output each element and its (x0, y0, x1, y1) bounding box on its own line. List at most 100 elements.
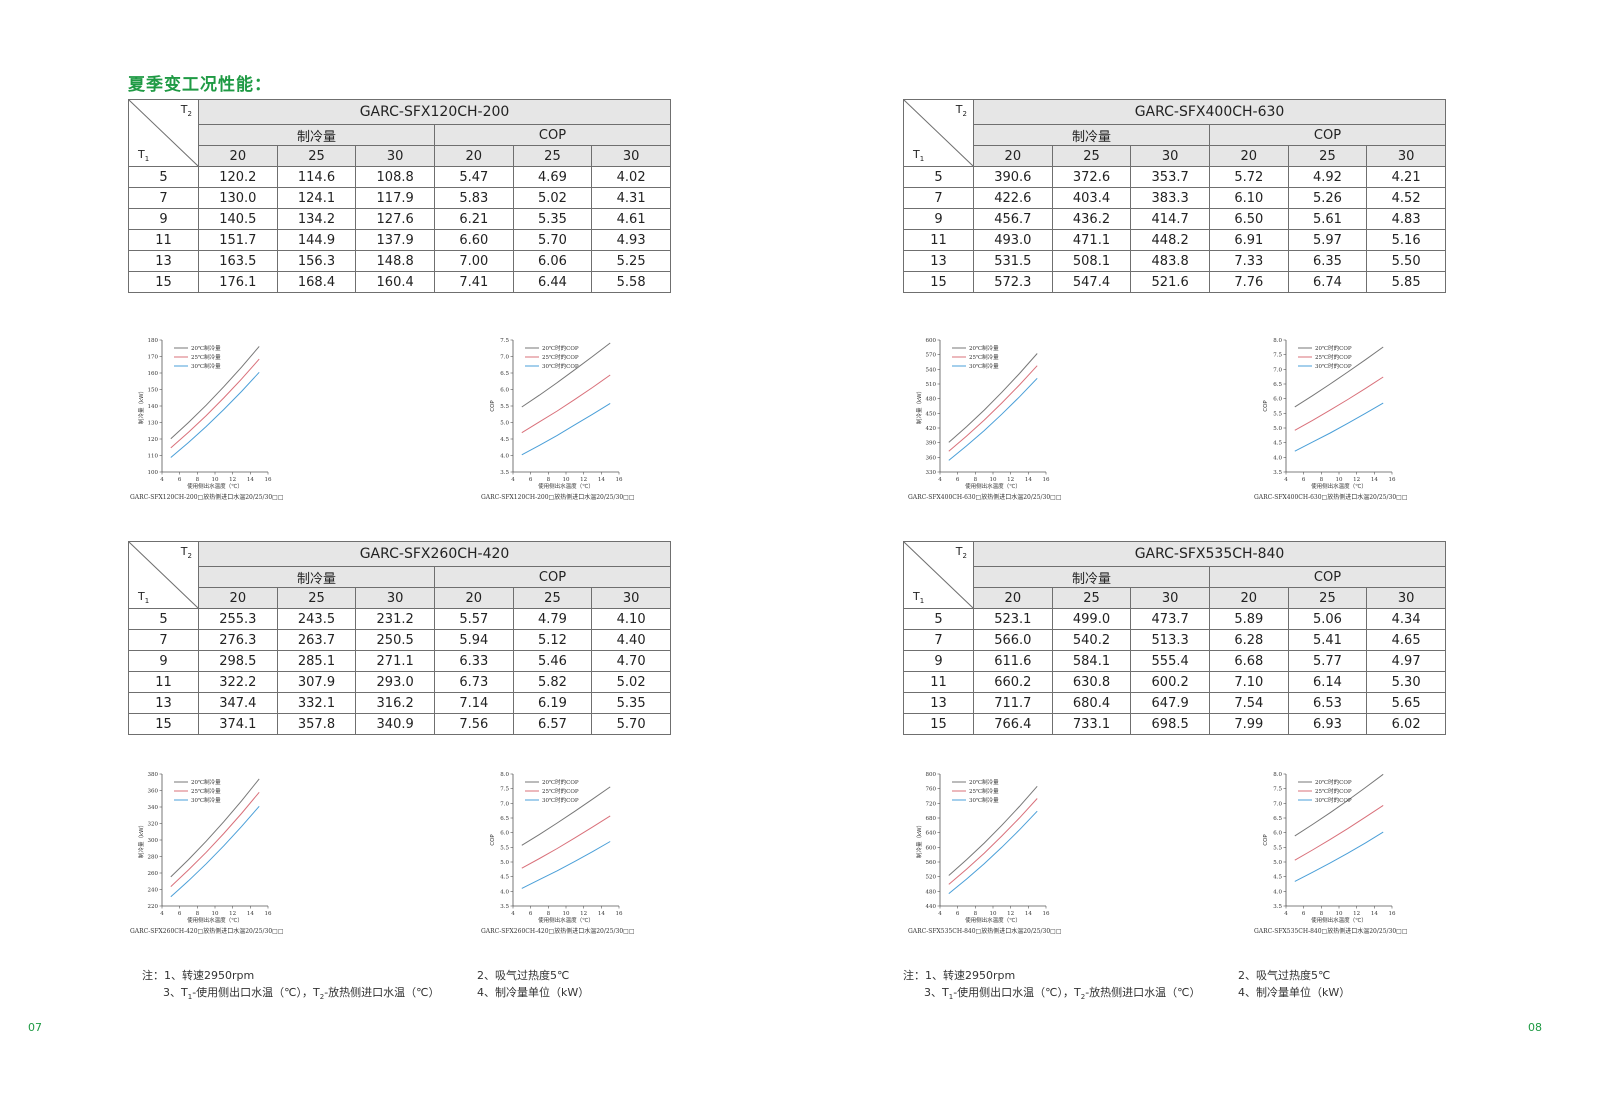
t2-column-header: 30 (1130, 145, 1210, 167)
value-cell: 7.41 (433, 271, 514, 293)
value-cell: 5.47 (433, 166, 514, 188)
t1-cell: 7 (128, 187, 199, 209)
table-row: 15 374.1 357.8 340.9 7.56 6.57 5.70 (128, 713, 671, 735)
table-row: 9 140.5 134.2 127.6 6.21 5.35 4.61 (128, 208, 671, 230)
legend-entry: 30℃制冷量 (191, 796, 221, 804)
x-tick-label: 16 (616, 911, 623, 917)
series-line (170, 346, 260, 440)
x-tick-label: 4 (1284, 477, 1288, 483)
y-tick-label: 240 (148, 888, 159, 894)
value-cell: 4.83 (1366, 208, 1446, 230)
cop-group-header: COP (433, 124, 672, 146)
value-cell: 293.0 (355, 671, 435, 693)
t1-cell: 9 (903, 650, 974, 672)
x-axis-label: 使用侧出水温度（℃） (1311, 916, 1367, 924)
value-cell: 711.7 (973, 692, 1053, 714)
value-cell: 140.5 (198, 208, 278, 230)
value-cell: 160.4 (355, 271, 435, 293)
x-tick-label: 16 (616, 477, 623, 483)
value-cell: 6.06 (512, 250, 593, 272)
note-3: 3、T1-使用侧出口水温（℃），T2-放热侧进口水温（℃） (163, 986, 440, 1002)
x-tick-label: 14 (1025, 911, 1032, 917)
x-tick-label: 6 (529, 477, 533, 483)
y-tick-label: 3.5 (1273, 470, 1282, 476)
value-cell: 120.2 (198, 166, 278, 188)
value-cell: 584.1 (1051, 650, 1132, 672)
x-tick-label: 14 (247, 477, 254, 483)
value-cell: 483.8 (1130, 250, 1210, 272)
value-cell: 255.3 (198, 608, 278, 630)
value-cell: 698.5 (1130, 713, 1210, 735)
y-tick-label: 560 (926, 860, 937, 866)
table-row: 7 422.6 403.4 383.3 6.10 5.26 4.52 (903, 187, 1446, 209)
value-cell: 6.53 (1287, 692, 1368, 714)
y-tick-label: 570 (926, 353, 937, 359)
value-cell: 271.1 (355, 650, 435, 672)
y-tick-label: 220 (148, 904, 159, 910)
legend-entry: 25℃制冷量 (191, 353, 221, 361)
value-cell: 766.4 (973, 713, 1053, 735)
t2-column-header: 25 (1287, 145, 1368, 167)
t1-cell: 5 (128, 166, 199, 188)
performance-table-block: T2 T1 GARC-SFX400CH-630 制冷量 COP 20 25 30 20 25 30 5… (903, 99, 1447, 293)
y-tick-label: 330 (926, 470, 937, 476)
performance-table: T2 T1 GARC-SFX400CH-630 制冷量 COP 20 25 30 20 25 30 5… (903, 99, 1447, 293)
y-tick-label: 480 (926, 889, 937, 895)
legend-entry: 20℃制冷量 (191, 778, 221, 786)
value-cell: 7.76 (1208, 271, 1289, 293)
value-cell: 513.3 (1130, 629, 1210, 651)
series-line (1294, 804, 1384, 861)
y-tick-label: 800 (926, 772, 937, 778)
value-cell: 5.58 (591, 271, 671, 293)
t1-cell: 9 (128, 650, 199, 672)
chart-caption: GARC-SFX535CH-840□放热侧进口水温20/25/30□□ (908, 928, 1062, 935)
value-cell: 148.8 (355, 250, 435, 272)
value-cell: 176.1 (198, 271, 278, 293)
value-cell: 523.1 (973, 608, 1053, 630)
y-tick-label: 140 (148, 404, 159, 410)
performance-table-block: T2 T1 GARC-SFX120CH-200 制冷量 COP 20 25 30 20 25 30 5… (128, 99, 672, 293)
t2-column-header: 30 (1130, 587, 1210, 609)
cop-group-header: COP (1208, 124, 1447, 146)
y-tick-label: 7.0 (1273, 801, 1282, 807)
x-tick-label: 12 (580, 911, 587, 917)
value-cell: 7.00 (433, 250, 514, 272)
x-axis-label: 使用侧出水温度（℃） (965, 482, 1021, 490)
x-tick-label: 4 (938, 477, 942, 483)
value-cell: 6.73 (433, 671, 514, 693)
table-row: 13 531.5 508.1 483.8 7.33 6.35 5.50 (903, 250, 1446, 272)
y-tick-label: 120 (148, 437, 159, 443)
y-tick-label: 110 (148, 454, 159, 460)
performance-table-block: T2 T1 GARC-SFX535CH-840 制冷量 COP 20 25 30 20 25 30 5… (903, 541, 1447, 735)
table-row: 7 566.0 540.2 513.3 6.28 5.41 4.65 (903, 629, 1446, 651)
x-tick-label: 6 (956, 477, 960, 483)
value-cell: 5.46 (512, 650, 593, 672)
t1-label: T1 (138, 147, 150, 163)
x-tick-label: 12 (1007, 911, 1014, 917)
x-tick-label: 14 (598, 477, 605, 483)
t1-cell: 5 (128, 608, 199, 630)
x-tick-label: 10 (212, 911, 219, 917)
value-cell: 600.2 (1130, 671, 1210, 693)
value-cell: 473.7 (1130, 608, 1210, 630)
line-chart: 4 6 8 10 12 14 16 100 110 120 130 140 150 160 170 180 使用… (137, 338, 272, 490)
x-tick-label: 8 (1320, 477, 1324, 483)
value-cell: 5.94 (433, 629, 514, 651)
x-tick-label: 14 (1371, 911, 1378, 917)
y-tick-label: 6.5 (500, 371, 509, 377)
y-tick-label: 280 (148, 855, 159, 861)
legend-entry: 30℃时的COP (1315, 796, 1352, 804)
y-tick-label: 480 (926, 397, 937, 403)
y-tick-label: 4.5 (500, 875, 509, 881)
t2-column-header: 20 (198, 145, 278, 167)
y-tick-label: 3.5 (500, 470, 509, 476)
x-tick-label: 12 (1353, 477, 1360, 483)
y-tick-label: 640 (926, 831, 937, 837)
t2-label: T2 (955, 545, 967, 561)
y-axis-label: 制冷量（kW） (137, 822, 145, 858)
table-row: 15 572.3 547.4 521.6 7.76 6.74 5.85 (903, 271, 1446, 293)
table-row: 15 766.4 733.1 698.5 7.99 6.93 6.02 (903, 713, 1446, 735)
y-tick-label: 4.0 (1273, 889, 1282, 895)
y-axis-label: 制冷量（kW） (915, 822, 923, 858)
y-tick-label: 450 (926, 411, 937, 417)
